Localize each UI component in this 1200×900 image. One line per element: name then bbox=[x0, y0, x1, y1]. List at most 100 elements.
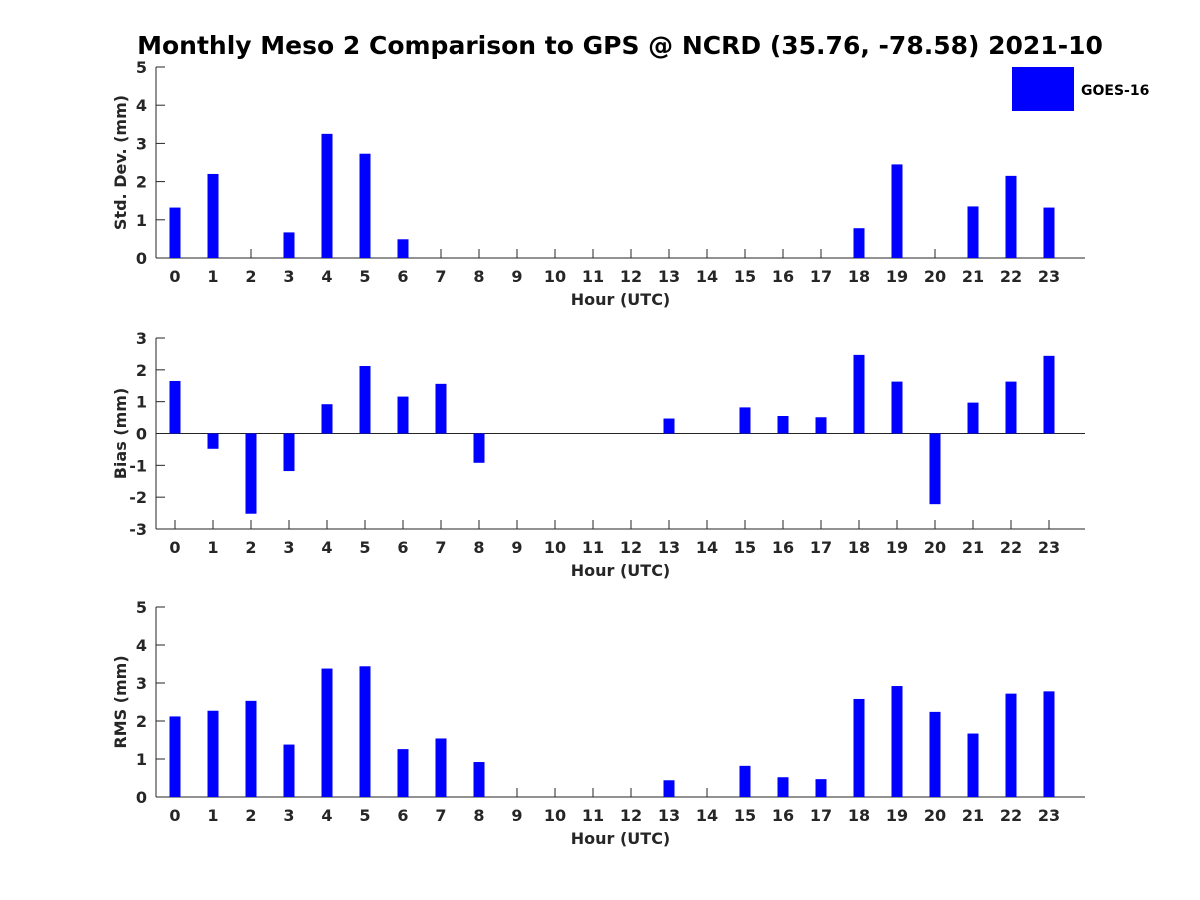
bar-hour-15 bbox=[739, 407, 751, 434]
bar-hour-19 bbox=[891, 164, 903, 258]
bar-hour-13 bbox=[663, 780, 675, 797]
x-tick-label: 18 bbox=[848, 538, 870, 557]
bar-hour-4 bbox=[321, 668, 333, 797]
bar-hour-0 bbox=[169, 716, 181, 797]
y-tick-label: 2 bbox=[136, 173, 147, 192]
x-axis-label: Hour (UTC) bbox=[571, 829, 671, 848]
x-tick-label: 22 bbox=[1000, 267, 1022, 286]
bar-hour-5 bbox=[359, 666, 371, 797]
bar-hour-4 bbox=[321, 404, 333, 434]
y-tick-label: 1 bbox=[136, 211, 147, 230]
x-tick-label: 20 bbox=[924, 806, 946, 825]
x-tick-label: 16 bbox=[772, 538, 794, 557]
x-tick-label: 7 bbox=[435, 267, 446, 286]
x-tick-label: 7 bbox=[435, 806, 446, 825]
x-tick-label: 9 bbox=[511, 806, 522, 825]
x-tick-label: 19 bbox=[886, 538, 908, 557]
y-tick-label: 0 bbox=[136, 425, 147, 444]
legend-label-goes16: GOES-16 bbox=[1081, 83, 1149, 99]
x-axis-label: Hour (UTC) bbox=[571, 561, 671, 580]
bar-hour-13 bbox=[663, 418, 675, 434]
bar-hour-23 bbox=[1043, 355, 1055, 434]
bar-hour-17 bbox=[815, 779, 827, 797]
x-tick-label: 0 bbox=[169, 806, 180, 825]
bar-hour-17 bbox=[815, 417, 827, 434]
x-tick-label: 9 bbox=[511, 267, 522, 286]
bar-hour-18 bbox=[853, 698, 865, 797]
x-tick-label: 19 bbox=[886, 806, 908, 825]
x-tick-label: 16 bbox=[772, 806, 794, 825]
y-axis-label: Bias (mm) bbox=[111, 388, 130, 480]
x-tick-label: 13 bbox=[658, 538, 680, 557]
y-tick-label: 5 bbox=[136, 58, 147, 77]
y-tick-label: 0 bbox=[136, 788, 147, 807]
x-tick-label: 21 bbox=[962, 538, 984, 557]
x-tick-label: 4 bbox=[321, 267, 332, 286]
bar-hour-23 bbox=[1043, 691, 1055, 797]
bar-hour-1 bbox=[207, 433, 219, 449]
x-tick-label: 16 bbox=[772, 267, 794, 286]
bar-hour-3 bbox=[283, 433, 295, 472]
x-tick-label: 15 bbox=[734, 538, 756, 557]
x-tick-label: 14 bbox=[696, 267, 718, 286]
bar-hour-5 bbox=[359, 153, 371, 258]
bar-hour-8 bbox=[473, 433, 485, 463]
y-tick-label: 3 bbox=[136, 134, 147, 153]
x-tick-label: 10 bbox=[544, 806, 566, 825]
bar-hour-18 bbox=[853, 228, 865, 258]
x-tick-label: 21 bbox=[962, 806, 984, 825]
bar-hour-23 bbox=[1043, 207, 1055, 258]
bar-hour-21 bbox=[967, 402, 979, 434]
x-tick-label: 1 bbox=[207, 267, 218, 286]
x-axis-label: Hour (UTC) bbox=[571, 290, 671, 309]
bar-hour-16 bbox=[777, 415, 789, 434]
x-tick-label: 2 bbox=[245, 806, 256, 825]
y-tick-label: 1 bbox=[136, 750, 147, 769]
bar-hour-6 bbox=[397, 239, 409, 258]
x-tick-label: 17 bbox=[810, 806, 832, 825]
x-tick-label: 13 bbox=[658, 267, 680, 286]
x-tick-label: 17 bbox=[810, 538, 832, 557]
x-tick-label: 2 bbox=[245, 538, 256, 557]
x-tick-label: 8 bbox=[473, 806, 484, 825]
x-tick-label: 14 bbox=[696, 538, 718, 557]
x-tick-label: 6 bbox=[397, 806, 408, 825]
y-axis-label: RMS (mm) bbox=[111, 655, 130, 748]
bar-hour-8 bbox=[473, 762, 485, 797]
bar-hour-5 bbox=[359, 366, 371, 434]
bar-hour-2 bbox=[245, 433, 257, 514]
bar-hour-18 bbox=[853, 354, 865, 434]
x-tick-label: 6 bbox=[397, 538, 408, 557]
y-tick-label: 0 bbox=[136, 249, 147, 268]
x-tick-label: 4 bbox=[321, 806, 332, 825]
figure-title: Monthly Meso 2 Comparison to GPS @ NCRD … bbox=[137, 31, 1103, 60]
x-tick-label: 11 bbox=[582, 806, 604, 825]
bar-hour-22 bbox=[1005, 381, 1017, 434]
x-tick-label: 12 bbox=[620, 267, 642, 286]
bar-hour-6 bbox=[397, 396, 409, 434]
y-tick-label: 3 bbox=[136, 329, 147, 348]
x-tick-label: 5 bbox=[359, 806, 370, 825]
legend-swatch-goes16 bbox=[1012, 67, 1074, 111]
y-tick-label: 4 bbox=[136, 96, 147, 115]
bar-hour-19 bbox=[891, 686, 903, 797]
x-tick-label: 8 bbox=[473, 538, 484, 557]
y-tick-label: 4 bbox=[136, 636, 147, 655]
x-tick-label: 8 bbox=[473, 267, 484, 286]
x-tick-label: 1 bbox=[207, 538, 218, 557]
legend: GOES-16 bbox=[1012, 67, 1149, 111]
x-tick-label: 23 bbox=[1038, 267, 1060, 286]
bar-hour-21 bbox=[967, 206, 979, 258]
bar-hour-1 bbox=[207, 710, 219, 797]
bar-hour-3 bbox=[283, 744, 295, 797]
x-tick-label: 9 bbox=[511, 538, 522, 557]
bar-hour-20 bbox=[929, 711, 941, 797]
bar-hour-7 bbox=[435, 738, 447, 797]
bar-hour-2 bbox=[245, 700, 257, 797]
y-tick-label: -3 bbox=[129, 520, 147, 539]
x-tick-label: 6 bbox=[397, 267, 408, 286]
bar-hour-20 bbox=[929, 433, 941, 505]
